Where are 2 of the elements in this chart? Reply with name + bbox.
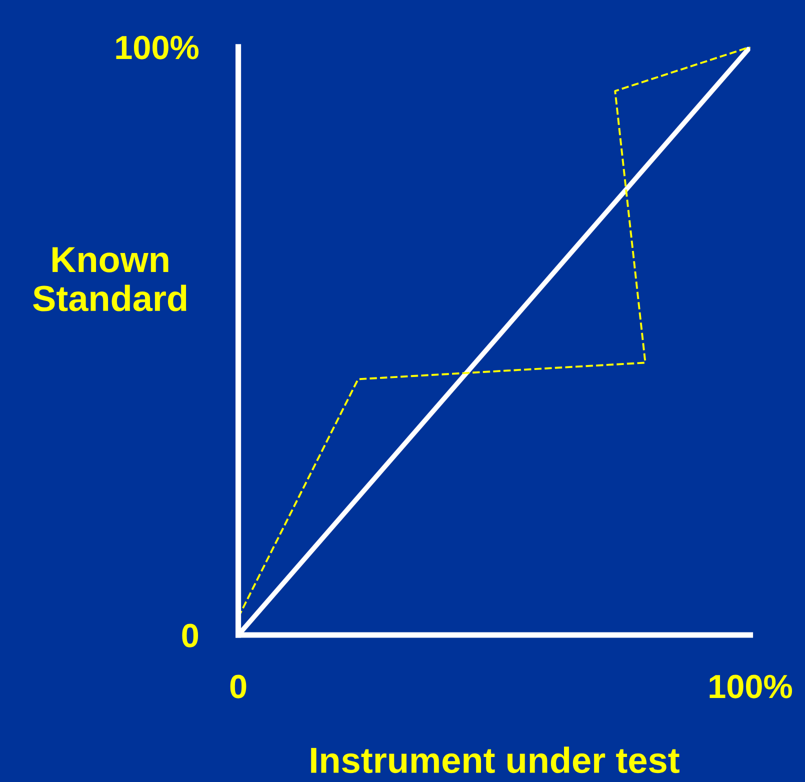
y-axis-title: Known Standard [33, 247, 186, 312]
x-axis-title: Instrument under test [311, 746, 680, 774]
